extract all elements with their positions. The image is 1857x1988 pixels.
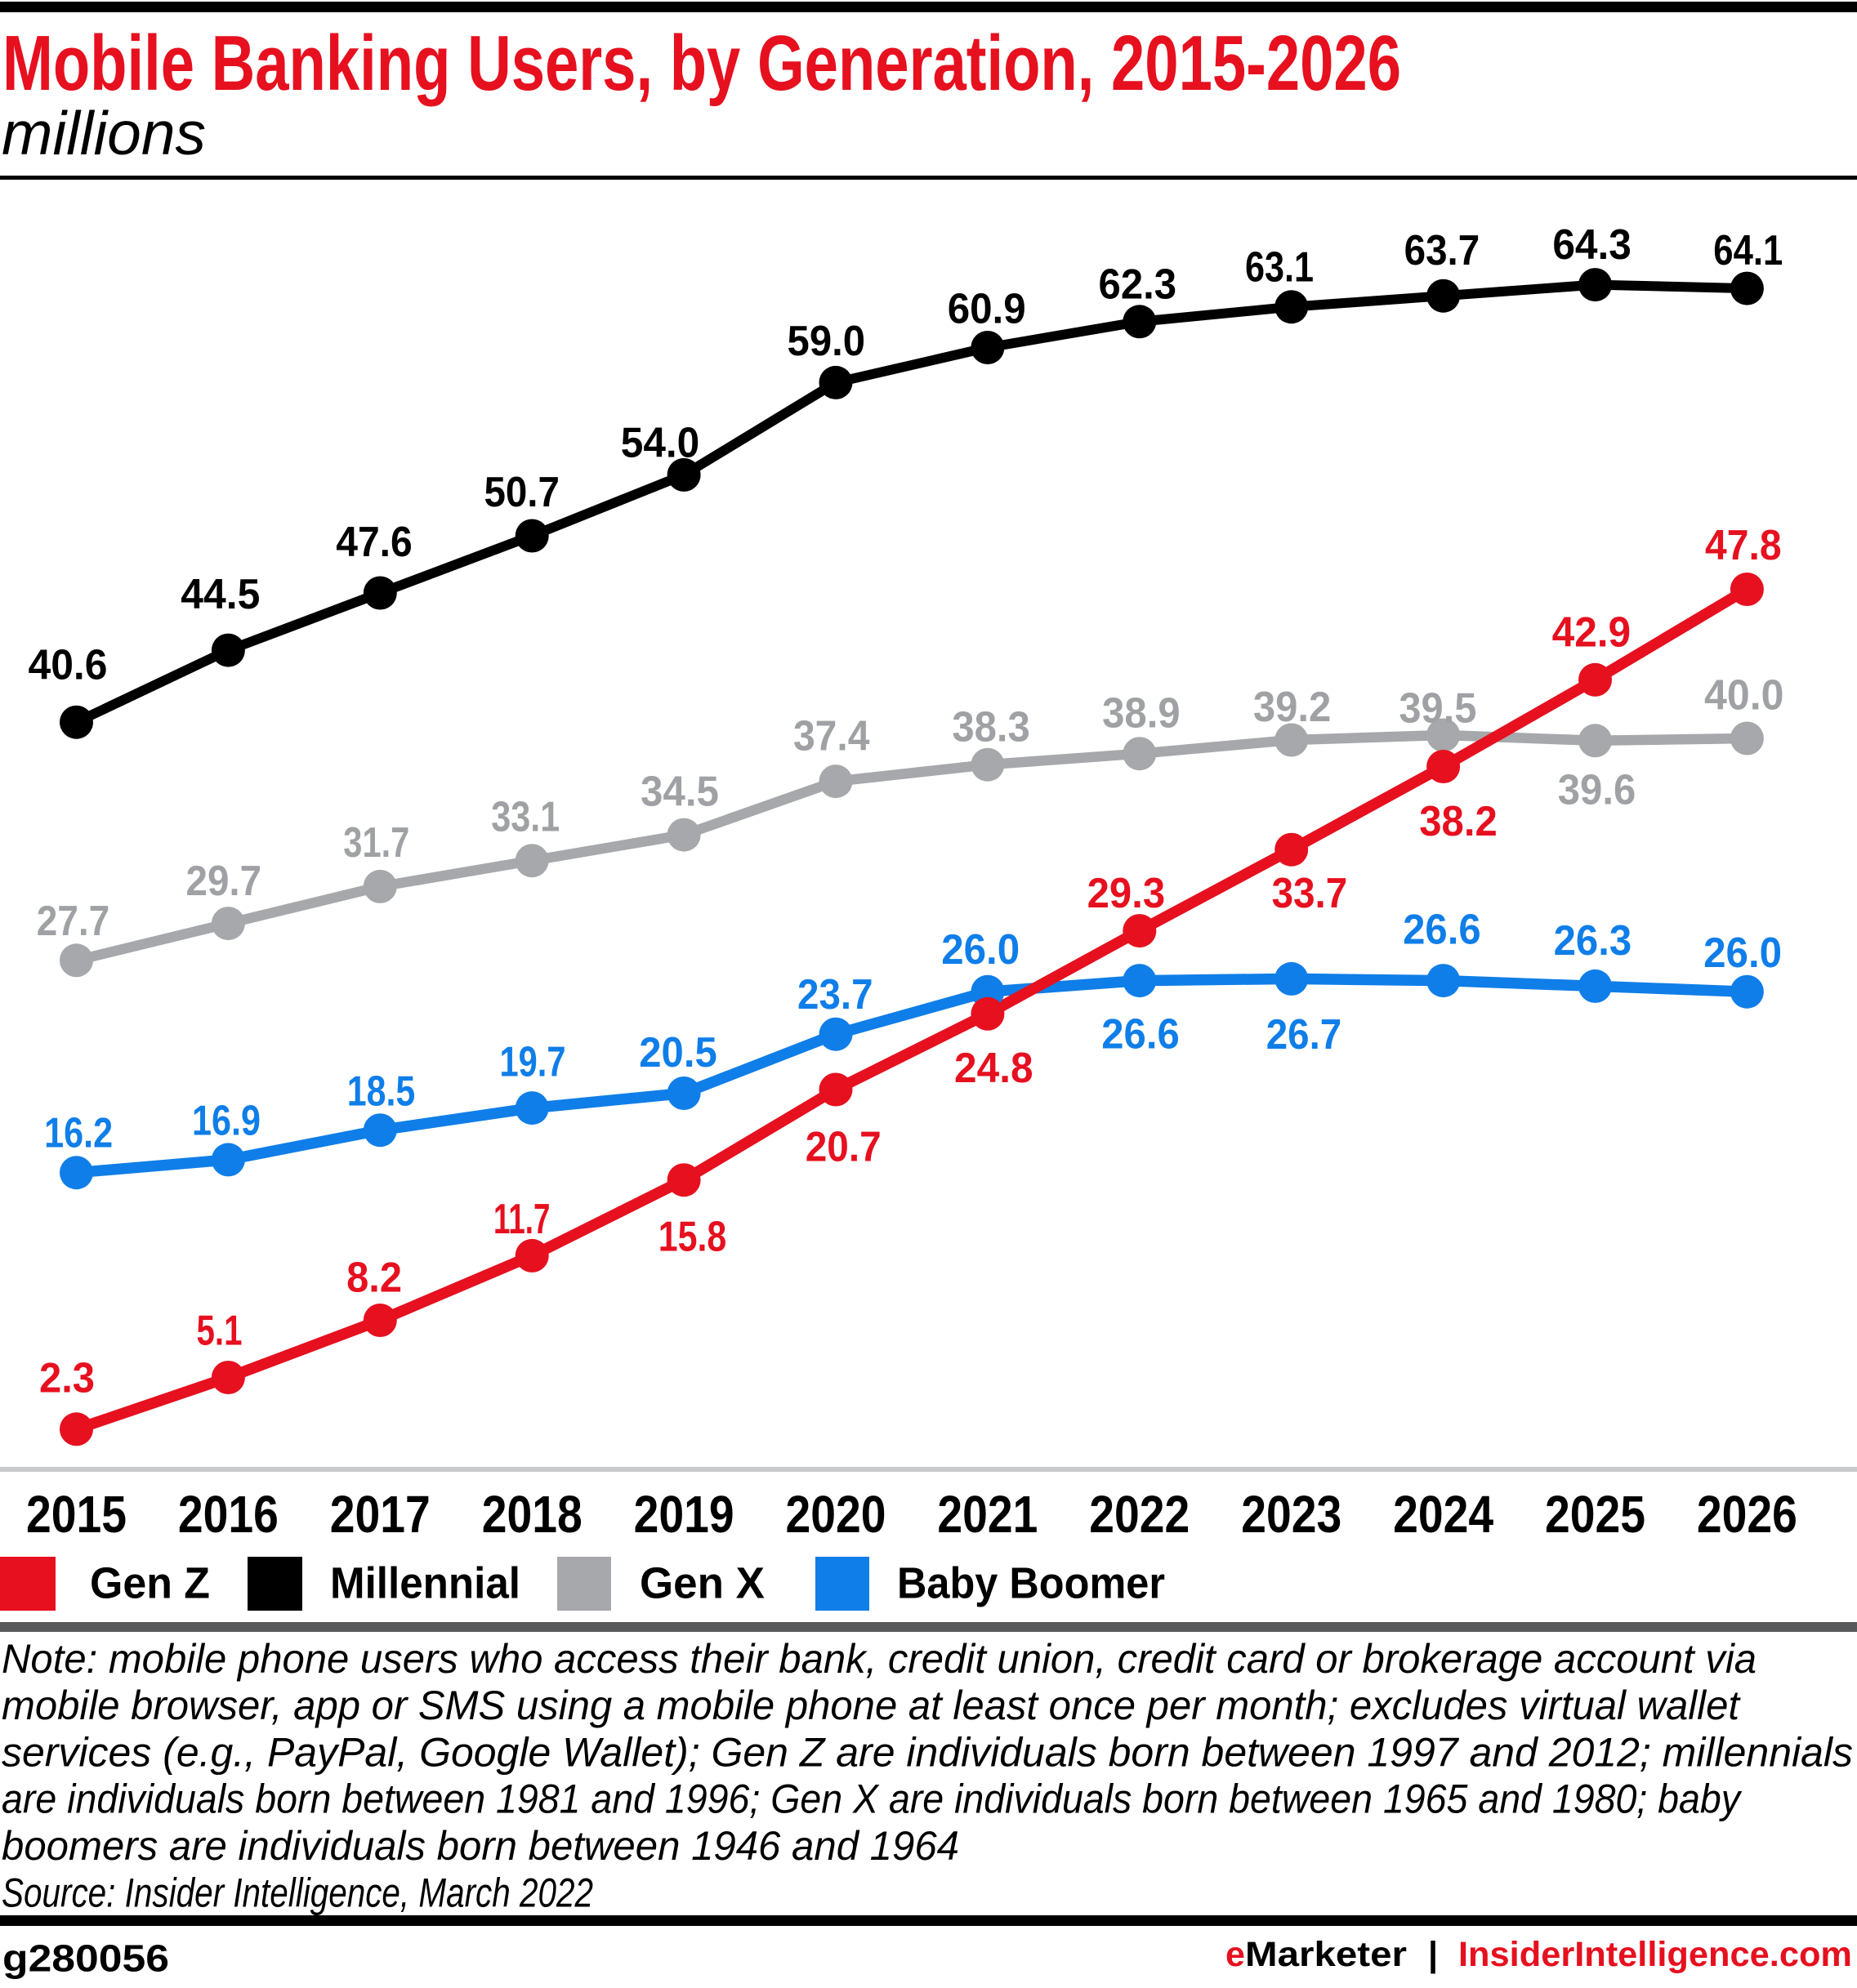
svg-text:2024: 2024: [1393, 1485, 1493, 1544]
svg-text:31.7: 31.7: [343, 819, 409, 867]
svg-text:e: e: [1225, 1935, 1245, 1974]
svg-text:Gen X: Gen X: [640, 1559, 765, 1608]
svg-text:2019: 2019: [634, 1485, 734, 1544]
svg-text:2018: 2018: [482, 1485, 583, 1544]
svg-text:services (e.g., PayPal, Google: services (e.g., PayPal, Google Wallet); …: [2, 1729, 1853, 1775]
svg-text:2025: 2025: [1545, 1485, 1645, 1544]
svg-text:64.3: 64.3: [1552, 221, 1632, 269]
svg-text:37.4: 37.4: [793, 713, 870, 760]
svg-text:38.9: 38.9: [1102, 689, 1181, 737]
svg-text:20.7: 20.7: [806, 1123, 882, 1170]
svg-text:40.6: 40.6: [29, 641, 108, 689]
svg-text:millions: millions: [2, 99, 206, 167]
svg-text:|: |: [1428, 1935, 1438, 1974]
svg-text:42.9: 42.9: [1552, 609, 1632, 657]
svg-text:Mobile Banking Users, by Gener: Mobile Banking Users, by Generation, 201…: [2, 20, 1401, 107]
svg-text:2020: 2020: [786, 1485, 886, 1544]
svg-text:2016: 2016: [178, 1485, 279, 1544]
svg-text:38.3: 38.3: [952, 703, 1030, 751]
svg-text:boomers are individuals born b: boomers are individuals born between 194…: [2, 1823, 959, 1869]
svg-text:2017: 2017: [330, 1485, 431, 1544]
svg-text:38.2: 38.2: [1419, 798, 1498, 845]
svg-text:62.3: 62.3: [1099, 261, 1177, 309]
svg-text:26.6: 26.6: [1101, 1011, 1180, 1059]
svg-text:mobile browser, app or SMS usi: mobile browser, app or SMS using a mobil…: [2, 1683, 1741, 1728]
svg-text:23.7: 23.7: [797, 971, 873, 1019]
svg-text:47.6: 47.6: [336, 519, 413, 566]
svg-text:26.0: 26.0: [941, 926, 1020, 974]
svg-text:2015: 2015: [26, 1485, 127, 1544]
svg-text:29.7: 29.7: [186, 858, 262, 905]
svg-text:64.1: 64.1: [1713, 227, 1783, 274]
svg-text:16.2: 16.2: [44, 1109, 113, 1157]
svg-text:are individuals born between 1: are individuals born between 1981 and 19…: [2, 1776, 1743, 1822]
svg-text:5.1: 5.1: [197, 1308, 243, 1355]
svg-text:33.7: 33.7: [1272, 870, 1348, 917]
svg-text:20.5: 20.5: [639, 1029, 717, 1076]
svg-text:54.0: 54.0: [621, 419, 700, 466]
svg-text:33.1: 33.1: [491, 794, 560, 841]
svg-text:39.6: 39.6: [1558, 766, 1636, 813]
svg-text:63.1: 63.1: [1245, 244, 1314, 292]
svg-text:24.8: 24.8: [954, 1045, 1033, 1092]
svg-text:2021: 2021: [937, 1485, 1038, 1544]
svg-text:Millennial: Millennial: [330, 1559, 520, 1608]
svg-text:39.5: 39.5: [1399, 684, 1476, 732]
svg-text:2022: 2022: [1089, 1485, 1190, 1544]
svg-text:2.3: 2.3: [39, 1355, 95, 1402]
svg-text:34.5: 34.5: [641, 768, 719, 815]
svg-text:63.7: 63.7: [1404, 227, 1480, 274]
svg-text:18.5: 18.5: [347, 1068, 416, 1116]
svg-text:26.3: 26.3: [1554, 917, 1632, 965]
svg-text:39.2: 39.2: [1253, 684, 1332, 731]
svg-text:Gen Z: Gen Z: [90, 1559, 210, 1608]
svg-text:15.8: 15.8: [658, 1213, 727, 1260]
svg-text:60.9: 60.9: [948, 285, 1026, 332]
svg-text:50.7: 50.7: [484, 469, 560, 516]
svg-text:19.7: 19.7: [500, 1039, 566, 1086]
svg-text:2026: 2026: [1697, 1485, 1797, 1544]
svg-text:26.0: 26.0: [1703, 929, 1782, 977]
svg-text:44.5: 44.5: [181, 571, 260, 618]
svg-text:59.0: 59.0: [788, 318, 866, 365]
svg-text:InsiderIntelligence.com: InsiderIntelligence.com: [1458, 1935, 1852, 1974]
svg-text:11.7: 11.7: [493, 1196, 551, 1243]
svg-text:Baby Boomer: Baby Boomer: [897, 1559, 1165, 1608]
svg-text:Marketer: Marketer: [1245, 1935, 1407, 1974]
svg-text:2023: 2023: [1241, 1485, 1341, 1544]
svg-text:8.2: 8.2: [346, 1255, 402, 1302]
svg-text:47.8: 47.8: [1705, 522, 1782, 569]
svg-text:29.3: 29.3: [1087, 870, 1166, 917]
svg-text:40.0: 40.0: [1704, 672, 1784, 720]
svg-text:Note: mobile phone users who a: Note: mobile phone users who access thei…: [2, 1636, 1757, 1682]
svg-text:27.7: 27.7: [37, 898, 110, 945]
svg-text:Source: Insider Intelligence,: Source: Insider Intelligence, March 2022: [2, 1870, 593, 1916]
svg-text:g280056: g280056: [2, 1937, 169, 1980]
svg-text:26.7: 26.7: [1266, 1011, 1342, 1059]
svg-text:26.6: 26.6: [1403, 907, 1481, 954]
svg-text:16.9: 16.9: [192, 1097, 261, 1144]
